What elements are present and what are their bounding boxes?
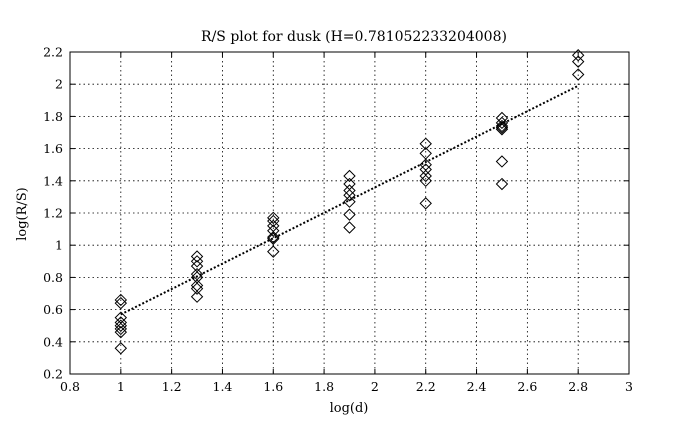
x-tick-label: 2.2 (416, 379, 436, 394)
y-tick-label: 1.2 (43, 206, 63, 221)
data-points-layer (114, 49, 585, 355)
x-tick-label: 2 (371, 379, 379, 394)
y-tick-label: 1.6 (43, 141, 63, 156)
data-point-diamond (190, 250, 204, 263)
y-tick-label: 0.8 (43, 270, 63, 285)
y-tick-label: 0.4 (43, 334, 63, 349)
y-tick-label: 1.8 (43, 109, 63, 124)
data-point-diamond (343, 177, 356, 191)
data-point-diamond (190, 255, 204, 268)
y-axis-label: log(R/S) (15, 187, 30, 241)
data-point-diamond (114, 293, 128, 307)
data-point-diamond (419, 174, 432, 188)
x-tick-label: 1.2 (162, 379, 182, 394)
data-point-diamond (114, 342, 128, 355)
data-point-diamond (114, 296, 128, 310)
y-tick-label: 2 (55, 77, 63, 92)
fit-line-layer (120, 84, 579, 316)
y-tick-label: 2.2 (43, 45, 63, 60)
data-point-diamond (571, 68, 585, 81)
data-point-diamond (571, 49, 585, 62)
x-axis-label: log(d) (330, 401, 369, 416)
data-point-diamond (495, 121, 509, 134)
data-point-diamond (343, 221, 356, 234)
data-point-diamond (190, 282, 204, 295)
grid-layer (70, 52, 629, 374)
data-point-diamond (495, 116, 509, 130)
x-tick-label: 2.4 (467, 379, 487, 394)
data-point-diamond (190, 279, 204, 292)
x-tick-label: 1.8 (314, 379, 334, 394)
data-point-diamond (267, 211, 280, 225)
data-point-diamond (343, 195, 356, 208)
data-point-diamond (114, 316, 128, 329)
x-tick-label: 1 (117, 379, 125, 394)
data-point-diamond (267, 245, 280, 258)
data-point-diamond (495, 123, 509, 136)
data-point-diamond (267, 214, 280, 228)
data-point-diamond (267, 230, 280, 244)
data-point-diamond (114, 319, 128, 332)
data-point-diamond (419, 169, 432, 183)
x-tick-label: 3 (625, 379, 633, 394)
x-tick-label: 2.6 (517, 379, 537, 394)
x-tick-label: 1.4 (213, 379, 233, 394)
tick-labels: 0.8 1 1.2 1.4 1.6 1.8 2 2.2 2.4 2.6 2.8 3 0.2 0.4 0.6 0… (43, 45, 633, 395)
y-tick-label: 1 (55, 238, 63, 253)
x-tick-label: 0.8 (60, 379, 80, 394)
y-tick-label: 1.4 (43, 173, 63, 188)
y-tick-label: 0.2 (43, 367, 63, 382)
data-point-diamond (343, 208, 356, 221)
plot-frame (69, 51, 630, 375)
data-point-diamond (267, 232, 280, 245)
axes-layer (69, 51, 630, 375)
x-tick-label: 2.8 (568, 379, 588, 394)
data-point-diamond (571, 55, 585, 68)
data-point-diamond (495, 119, 509, 133)
data-point-diamond (114, 325, 128, 339)
data-point-diamond (419, 137, 432, 150)
data-point-diamond (343, 189, 356, 202)
data-point-diamond (114, 322, 128, 336)
chart-title: R/S plot for dusk (H=0.781052233204008) (201, 29, 507, 45)
fit-line (120, 84, 579, 316)
data-point-diamond (495, 155, 509, 168)
y-tick-label: 0.6 (43, 302, 63, 317)
x-tick-label: 1.6 (263, 379, 283, 394)
data-point-diamond (190, 290, 204, 303)
data-point-diamond (343, 169, 356, 183)
data-point-diamond (495, 177, 509, 191)
data-point-diamond (419, 197, 432, 210)
data-point-diamond (267, 224, 280, 237)
